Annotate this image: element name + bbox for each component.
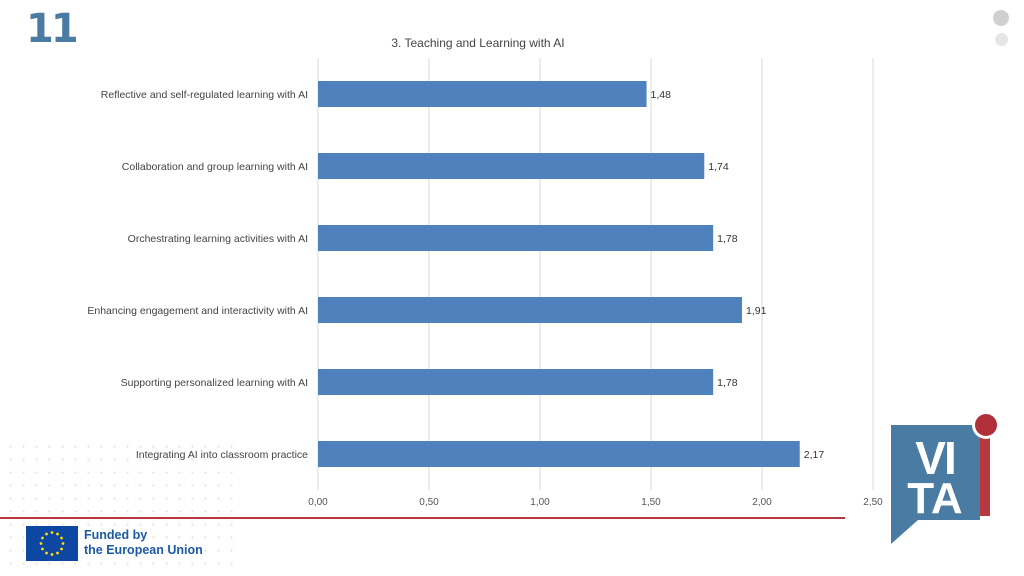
bar (318, 225, 714, 251)
eu-star (50, 553, 54, 556)
eu-star (41, 536, 44, 540)
data-label: 1,74 (708, 161, 729, 173)
eu-flag-icon (26, 526, 78, 561)
category-label: Reflective and self-regulated learning w… (101, 89, 308, 101)
data-label: 1,78 (717, 377, 738, 389)
category-label: Supporting personalized learning with AI (121, 377, 308, 389)
eu-star (50, 531, 54, 534)
bar (318, 81, 647, 107)
eu-star (61, 542, 65, 545)
vita-logo: VI TA (891, 411, 998, 544)
footer-divider (0, 517, 845, 519)
data-label: 1,78 (717, 233, 738, 245)
eu-star (56, 551, 59, 555)
x-tick-label: 0,50 (419, 497, 439, 508)
x-tick-label: 2,00 (752, 497, 772, 508)
eu-star (60, 547, 63, 551)
data-label: 1,91 (746, 305, 767, 317)
decorative-dot (993, 10, 1009, 26)
x-tick-label: 2,50 (863, 497, 883, 508)
data-label: 1,48 (651, 89, 672, 101)
decorative-dot (995, 33, 1008, 46)
svg-text:VI: VI (915, 432, 954, 484)
eu-star (45, 532, 48, 536)
category-label: Integrating AI into classroom practice (136, 449, 308, 461)
category-label: Collaboration and group learning with AI (122, 161, 308, 173)
eu-star (41, 547, 44, 551)
bar (318, 153, 705, 179)
chart-title: 3. Teaching and Learning with AI (391, 36, 564, 50)
category-label: Orchestrating learning activities with A… (128, 233, 308, 245)
bar (318, 297, 743, 323)
funded-line-2: the European Union (84, 543, 203, 557)
funded-by-eu-text: Funded by the European Union (84, 528, 203, 558)
x-tick-label: 1,00 (530, 497, 550, 508)
svg-text:TA: TA (907, 474, 962, 523)
eu-star (60, 536, 63, 540)
bar (318, 369, 714, 395)
funded-line-1: Funded by (84, 528, 148, 542)
bar (318, 441, 800, 467)
data-label: 2,17 (804, 449, 825, 461)
x-tick-label: 1,50 (641, 497, 661, 508)
eu-star (39, 542, 43, 545)
eu-star (56, 532, 59, 536)
page-number: 11 (26, 6, 79, 52)
x-tick-label: 0,00 (308, 497, 328, 508)
category-label: Enhancing engagement and interactivity w… (87, 305, 308, 317)
eu-star (45, 551, 48, 555)
